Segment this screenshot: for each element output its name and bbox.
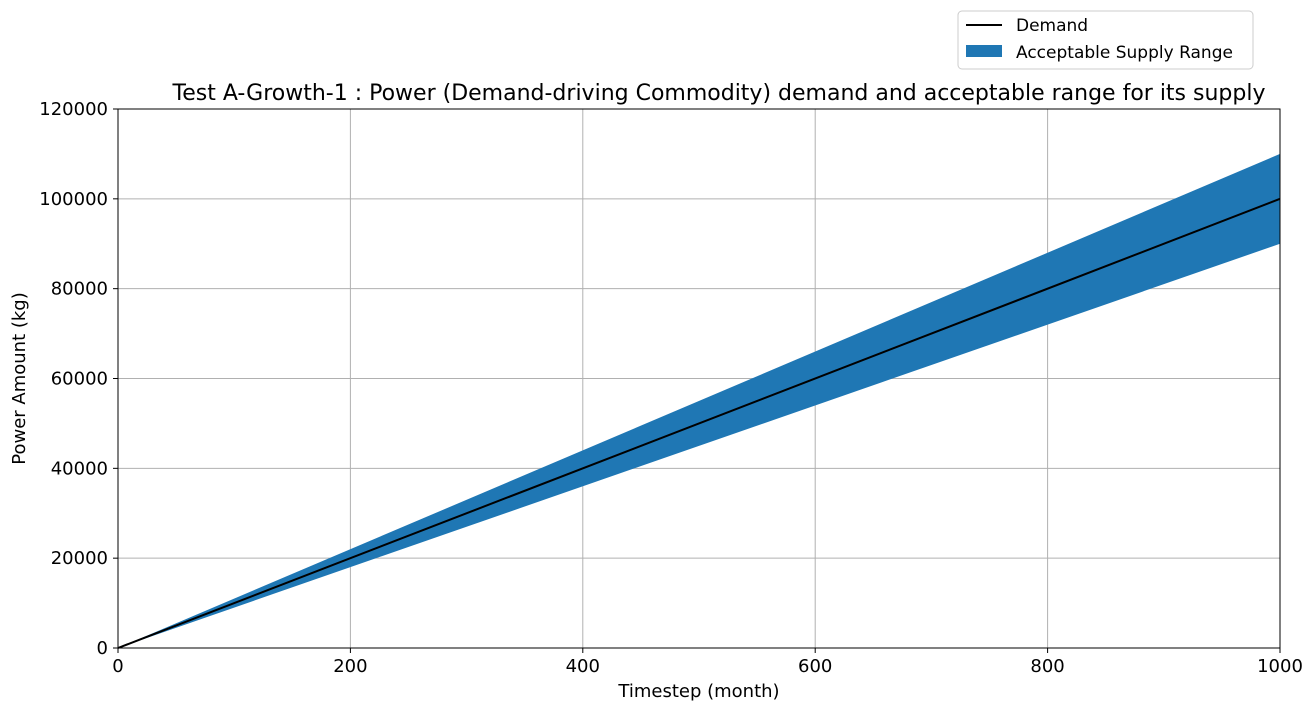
x-tick-label: 800 (1030, 656, 1064, 677)
legend-label-supply-range: Acceptable Supply Range (1016, 43, 1233, 63)
tick-layer: 0 200 400 600 800 1000 0 20000 40000 60000 80000 10… (39, 99, 1303, 677)
x-tick-label: 1000 (1257, 656, 1303, 677)
grid-lines (117, 108, 1281, 649)
legend-label-demand: Demand (1016, 16, 1088, 36)
y-tick-label: 120000 (39, 99, 108, 120)
legend-box (957, 10, 1254, 70)
x-axis-label: Timestep (month) (617, 681, 779, 702)
y-axis-label: Power Amount (kg) (9, 292, 30, 465)
demand-line (117, 197, 1281, 649)
x-tick-label: 0 (112, 656, 123, 677)
y-tick-label: 20000 (51, 548, 108, 569)
chart-title: Test A-Growth-1 : Power (Demand-driving … (172, 81, 1266, 106)
y-tick-label: 0 (97, 638, 108, 659)
y-tick-label: 40000 (51, 458, 108, 479)
x-tick-label: 400 (566, 656, 600, 677)
y-tick-label: 60000 (51, 369, 108, 390)
series-layer (117, 153, 1281, 649)
x-tick-label: 600 (798, 656, 832, 677)
x-tick-label: 200 (333, 656, 367, 677)
legend-swatch-supply-range (966, 45, 1002, 57)
y-tick-label: 100000 (39, 189, 108, 210)
supply-range-band (118, 153, 1280, 648)
legend: Demand Acceptable Supply Range (957, 10, 1254, 70)
y-tick-label: 80000 (51, 279, 108, 300)
